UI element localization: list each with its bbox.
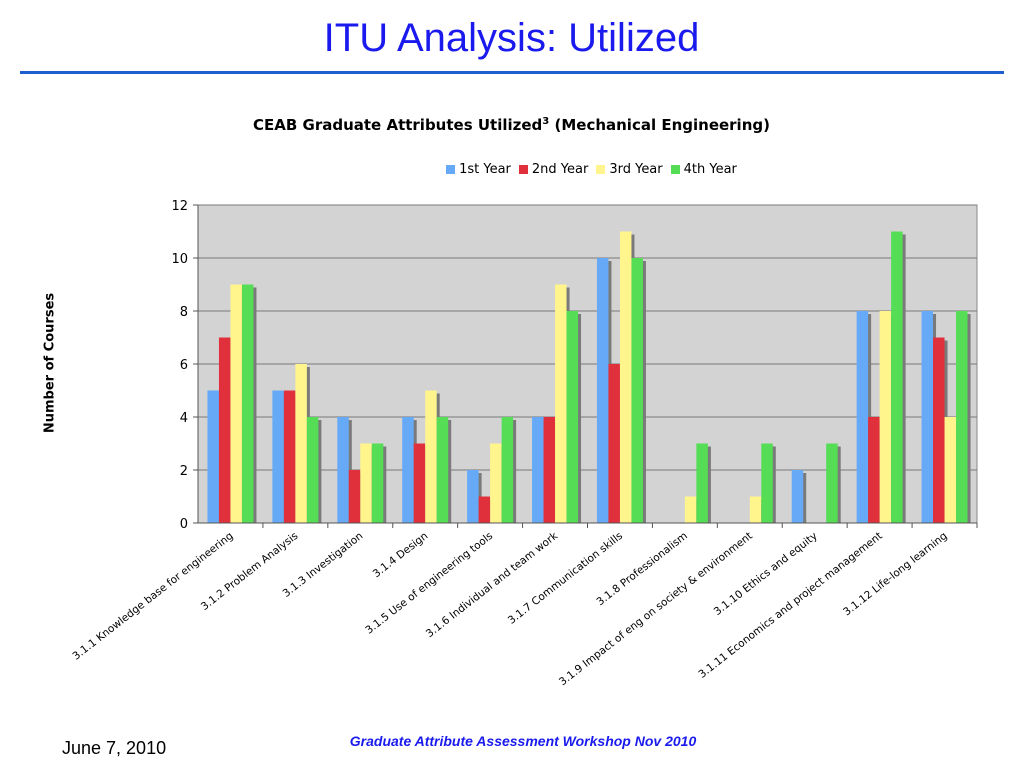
bar: [631, 258, 643, 523]
bar: [360, 443, 372, 523]
bar: [467, 470, 479, 523]
bar: [933, 337, 945, 523]
bar: [490, 443, 502, 523]
y-tick-label: 10: [171, 252, 188, 267]
bar: [608, 364, 620, 523]
legend-item: 4th Year: [670, 162, 737, 177]
chart-title-superscript: 3: [542, 116, 550, 127]
legend-swatch: [670, 165, 680, 174]
footer-date: June 7, 2010: [62, 738, 167, 758]
legend-swatch: [596, 165, 606, 174]
bar: [425, 390, 437, 523]
legend-item: 2nd Year: [518, 162, 589, 177]
bar: [218, 337, 231, 523]
legend-label: 2nd Year: [531, 162, 589, 177]
legend-label: 4th Year: [683, 162, 737, 177]
x-tick-label: 3.1.12 Life-long learning: [841, 530, 949, 618]
bar: [241, 284, 254, 523]
chart-title: CEAB Graduate Attributes Utilized3 (Mech…: [0, 116, 1023, 134]
bar: [761, 443, 773, 523]
bar: [337, 417, 349, 523]
legend-swatch: [518, 165, 528, 174]
y-tick-label: 0: [180, 517, 188, 532]
bar: [207, 390, 219, 523]
slide-title: ITU Analysis: Utilized: [323, 16, 700, 60]
bar: [555, 284, 567, 523]
y-tick-label: 8: [180, 305, 188, 320]
bar: [436, 417, 449, 523]
footer-workshop-title: Graduate Attribute Assessment Workshop N…: [349, 733, 697, 749]
x-tick-label: 3.1.7 Communication skills: [506, 530, 625, 627]
bar: [619, 231, 632, 523]
y-tick-label: 6: [180, 358, 188, 373]
legend-swatch: [446, 165, 456, 174]
title-divider: [20, 71, 1004, 74]
x-tick-label: 3.1.10 Ethics and equity: [712, 530, 820, 618]
bar: [891, 231, 903, 523]
bar: [868, 417, 880, 523]
x-tick-label: 3.1.5 Use of engineering tools: [363, 530, 495, 637]
bar: [402, 417, 414, 523]
bar: [413, 443, 426, 523]
bar: [696, 443, 708, 523]
bar: [532, 417, 544, 523]
bar: [944, 417, 957, 523]
bar: [684, 496, 697, 523]
bar: [348, 470, 361, 523]
bar: [596, 258, 609, 523]
bar: [501, 417, 514, 523]
bar: [272, 390, 284, 523]
bar: [791, 470, 804, 523]
bar: [749, 496, 762, 523]
legend-item: 3rd Year: [596, 162, 663, 177]
bar: [306, 417, 319, 523]
bar: [543, 417, 556, 523]
bar: [826, 443, 838, 523]
bar: [371, 443, 384, 523]
y-tick-label: 12: [171, 199, 188, 214]
bar: [879, 311, 892, 523]
legend-label: 1st Year: [459, 162, 511, 177]
chart-legend: 1st Year 2nd Year 3rd Year 4th Year: [0, 162, 1023, 177]
bar: [566, 311, 579, 523]
y-tick-label: 4: [180, 411, 188, 426]
chart-title-main: CEAB Graduate Attributes Utilized: [253, 116, 543, 134]
bar: [283, 390, 296, 523]
legend-label: 3rd Year: [609, 162, 663, 177]
bar: [230, 284, 242, 523]
bar: [921, 311, 934, 523]
bar: [856, 311, 869, 523]
bar: [956, 311, 968, 523]
legend-item: 1st Year: [446, 162, 511, 177]
x-tick-label: 3.1.6 Individual and team work: [424, 529, 561, 640]
chart-title-suffix: (Mechanical Engineering): [554, 116, 770, 134]
x-tick-label: 3.1.4 Design: [371, 530, 431, 580]
y-tick-label: 2: [180, 464, 188, 479]
bar: [295, 364, 307, 523]
bar: [478, 496, 491, 523]
